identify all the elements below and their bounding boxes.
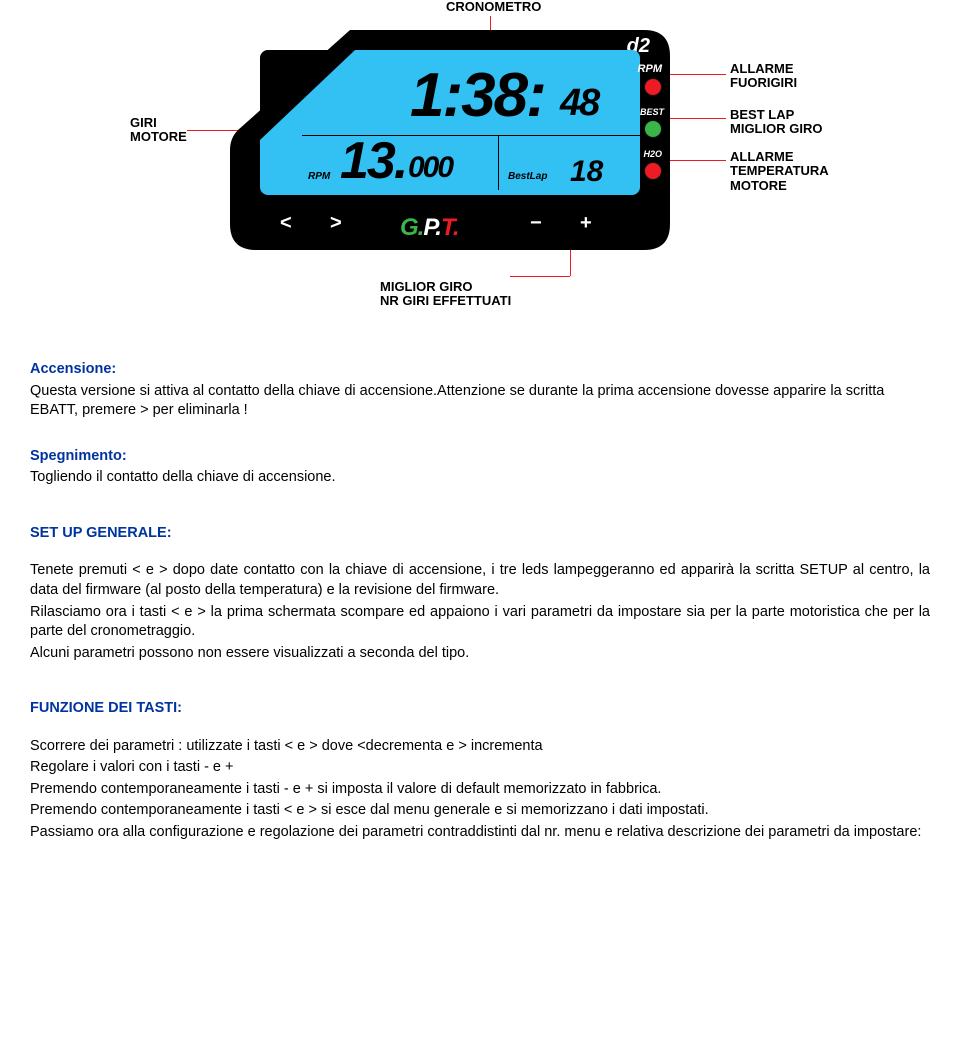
side-h2o-label: H2O — [643, 148, 662, 160]
greater-than-button[interactable]: > — [330, 210, 342, 237]
leader-line — [666, 118, 726, 119]
para-accensione: Questa versione si attiva al contatto de… — [30, 382, 930, 421]
less-than-button[interactable]: < — [280, 210, 292, 237]
para-funzione-5: Passiamo ora alla configurazione e regol… — [30, 823, 930, 843]
heading-funzione: FUNZIONE DEI TASTI: — [30, 699, 930, 719]
para-setup-2: Rilasciamo ora i tasti < e > la prima sc… — [30, 603, 930, 642]
dashboard-device: d2 1:38: 48 RPM 13. 000 BestLap 18 RPM B… — [230, 30, 670, 250]
rpm-value: 13. — [340, 126, 406, 195]
para-funzione-1: Scorrere dei parametri : utilizzate i ta… — [30, 737, 930, 757]
callout-giri-motore: GIRI MOTORE — [130, 116, 187, 145]
leader-line — [666, 160, 726, 161]
callout-best-lap: BEST LAP MIGLIOR GIRO — [730, 108, 822, 137]
callout-allarme-temp: ALLARME TEMPERATURA MOTORE — [730, 150, 829, 193]
brand-p: P. — [423, 214, 441, 241]
side-best-label: BEST — [640, 106, 664, 118]
time-main: 1:38: — [410, 54, 545, 138]
rpm-suffix: 000 — [408, 148, 452, 189]
leader-line — [510, 276, 570, 277]
leader-line — [666, 74, 726, 75]
callout-cronometro: CRONOMETRO — [446, 0, 541, 14]
side-rpm-label: RPM — [638, 62, 662, 77]
time-sub: 48 — [560, 78, 598, 129]
callout-miglior-giro: MIGLIOR GIRO NR GIRI EFFETTUATI — [380, 280, 511, 309]
para-setup-3: Alcuni parametri possono non essere visu… — [30, 644, 930, 664]
brand-t: T. — [441, 214, 459, 241]
bestlap-value: 18 — [570, 152, 603, 193]
para-setup-1: Tenete premuti < e > dopo date contatto … — [30, 561, 930, 600]
led-best — [644, 120, 662, 138]
device-diagram: CRONOMETRO GIRI MOTORE ALLARME FUORIGIRI… — [30, 0, 930, 320]
rpm-screen-label: RPM — [308, 170, 330, 184]
para-funzione-2: Regolare i valori con i tasti - e + — [30, 758, 930, 778]
lcd-screen: 1:38: 48 RPM 13. 000 BestLap 18 — [260, 50, 640, 195]
led-rpm — [644, 78, 662, 96]
callout-allarme-fuorigiri: ALLARME FUORIGIRI — [730, 62, 797, 91]
plus-button[interactable]: + — [580, 210, 592, 237]
brand-g: G. — [400, 214, 423, 241]
heading-setup: SET UP GENERALE: — [30, 524, 930, 544]
para-funzione-4: Premendo contemporaneamente i tasti < e … — [30, 801, 930, 821]
bestlap-label: BestLap — [508, 170, 547, 184]
heading-spegnimento: Spegnimento: — [30, 447, 930, 467]
para-spegnimento: Togliendo il contatto della chiave di ac… — [30, 468, 930, 488]
minus-button[interactable]: − — [530, 210, 542, 237]
para-funzione-3: Premendo contemporaneamente i tasti - e … — [30, 780, 930, 800]
led-h2o — [644, 162, 662, 180]
heading-accensione: Accensione: — [30, 360, 930, 380]
